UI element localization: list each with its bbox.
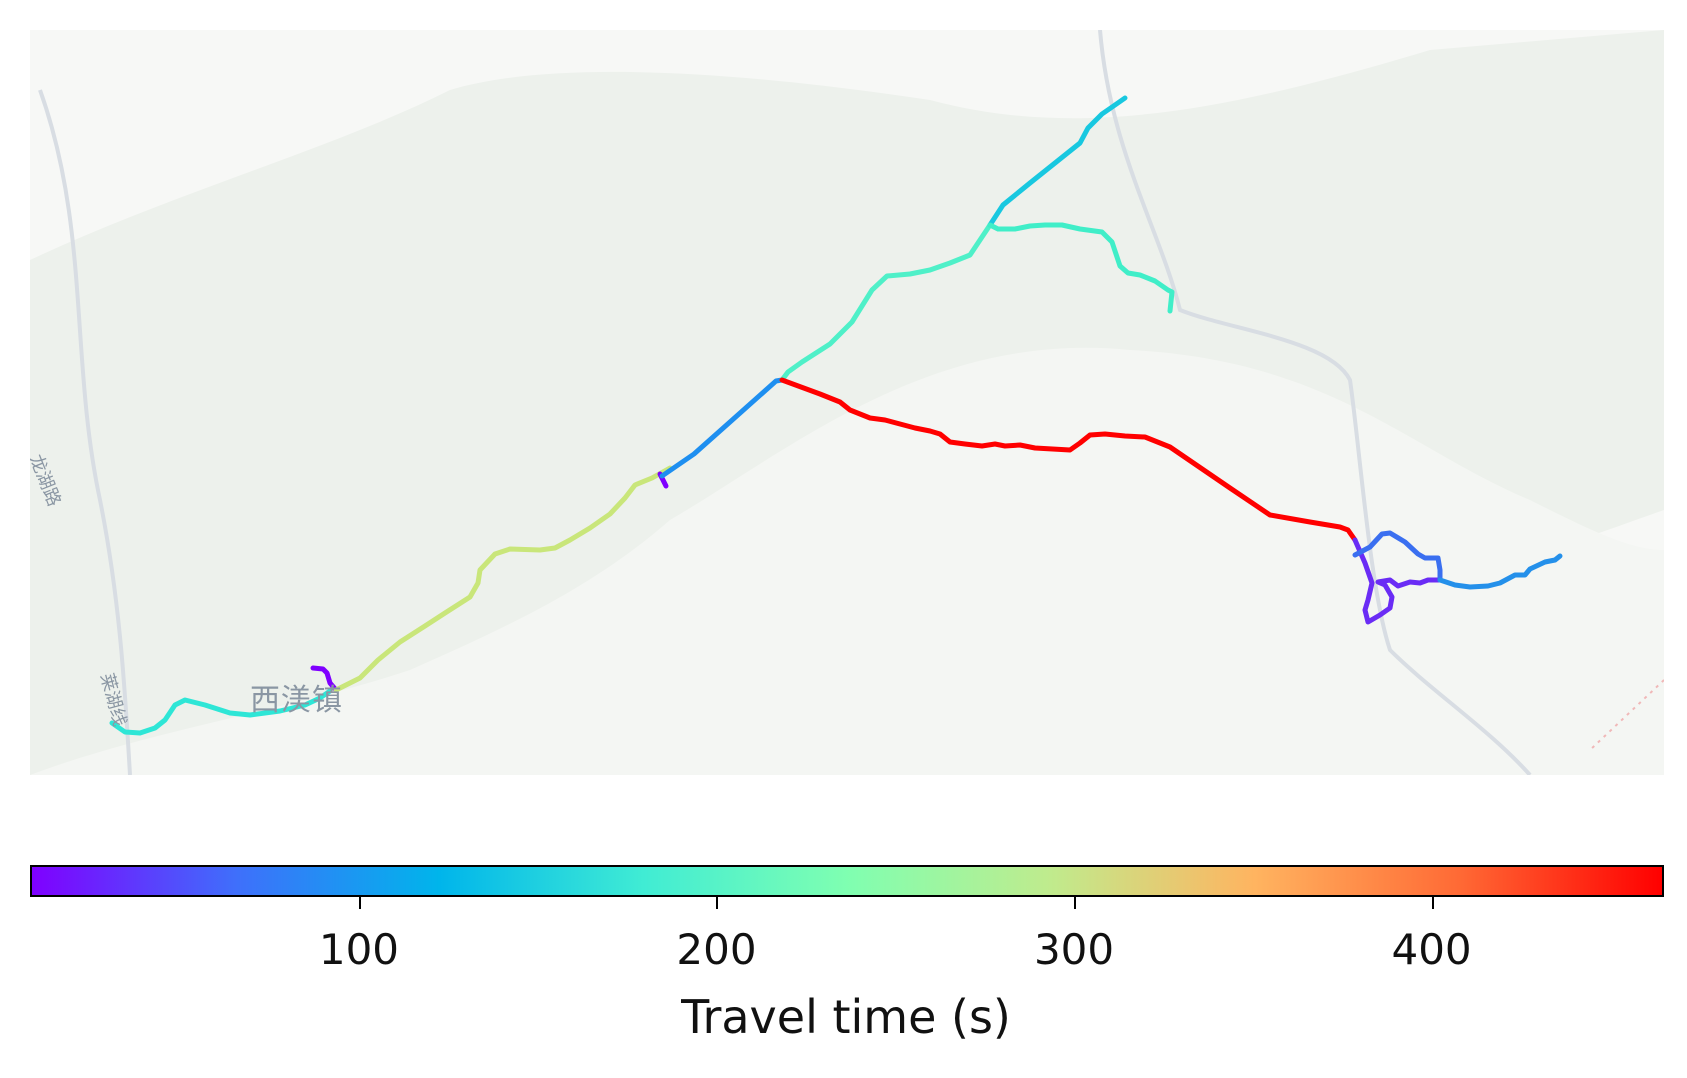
colorbar-tick-label: 400 (1391, 925, 1472, 974)
colorbar-tick (358, 895, 361, 909)
colorbar-tick (1431, 895, 1434, 909)
colorbar-tick-label: 300 (1033, 925, 1115, 974)
seg-north-branch-top[interactable] (987, 95, 1128, 228)
map-panel[interactable]: 西渼镇 龙湖路 莱湖线 (30, 30, 1664, 775)
route-map[interactable] (30, 30, 1664, 775)
colorbar (30, 865, 1664, 909)
colorbar-tick-label: 100 (318, 925, 400, 974)
seg-junction-east[interactable] (779, 377, 1358, 543)
colorbar-tick-label: 200 (676, 925, 757, 974)
valley-light-area (30, 347, 1664, 775)
seg-town-to-mid[interactable] (333, 465, 673, 693)
seg-mid-to-junction[interactable] (659, 377, 785, 479)
seg-east-end[interactable] (1437, 553, 1563, 590)
colorbar-label: Travel time (s) (681, 990, 1011, 1044)
seg-town-spur[interactable] (310, 665, 339, 693)
colorbar-tick (716, 895, 719, 909)
seg-west-start[interactable] (109, 688, 333, 736)
dotted-boundary (1589, 679, 1664, 751)
seg-north-branch-east[interactable] (987, 222, 1175, 314)
seg-east-loop-upper[interactable] (1352, 530, 1443, 583)
seg-east-loop-lower[interactable] (1352, 537, 1443, 625)
seg-junction-north[interactable] (779, 222, 993, 383)
highway-line-east (1098, 30, 1532, 775)
place-label-town: 西渼镇 (250, 683, 343, 718)
colorbar-tick (1074, 895, 1077, 909)
colorbar-gradient (30, 865, 1664, 897)
highway-line (38, 89, 132, 775)
